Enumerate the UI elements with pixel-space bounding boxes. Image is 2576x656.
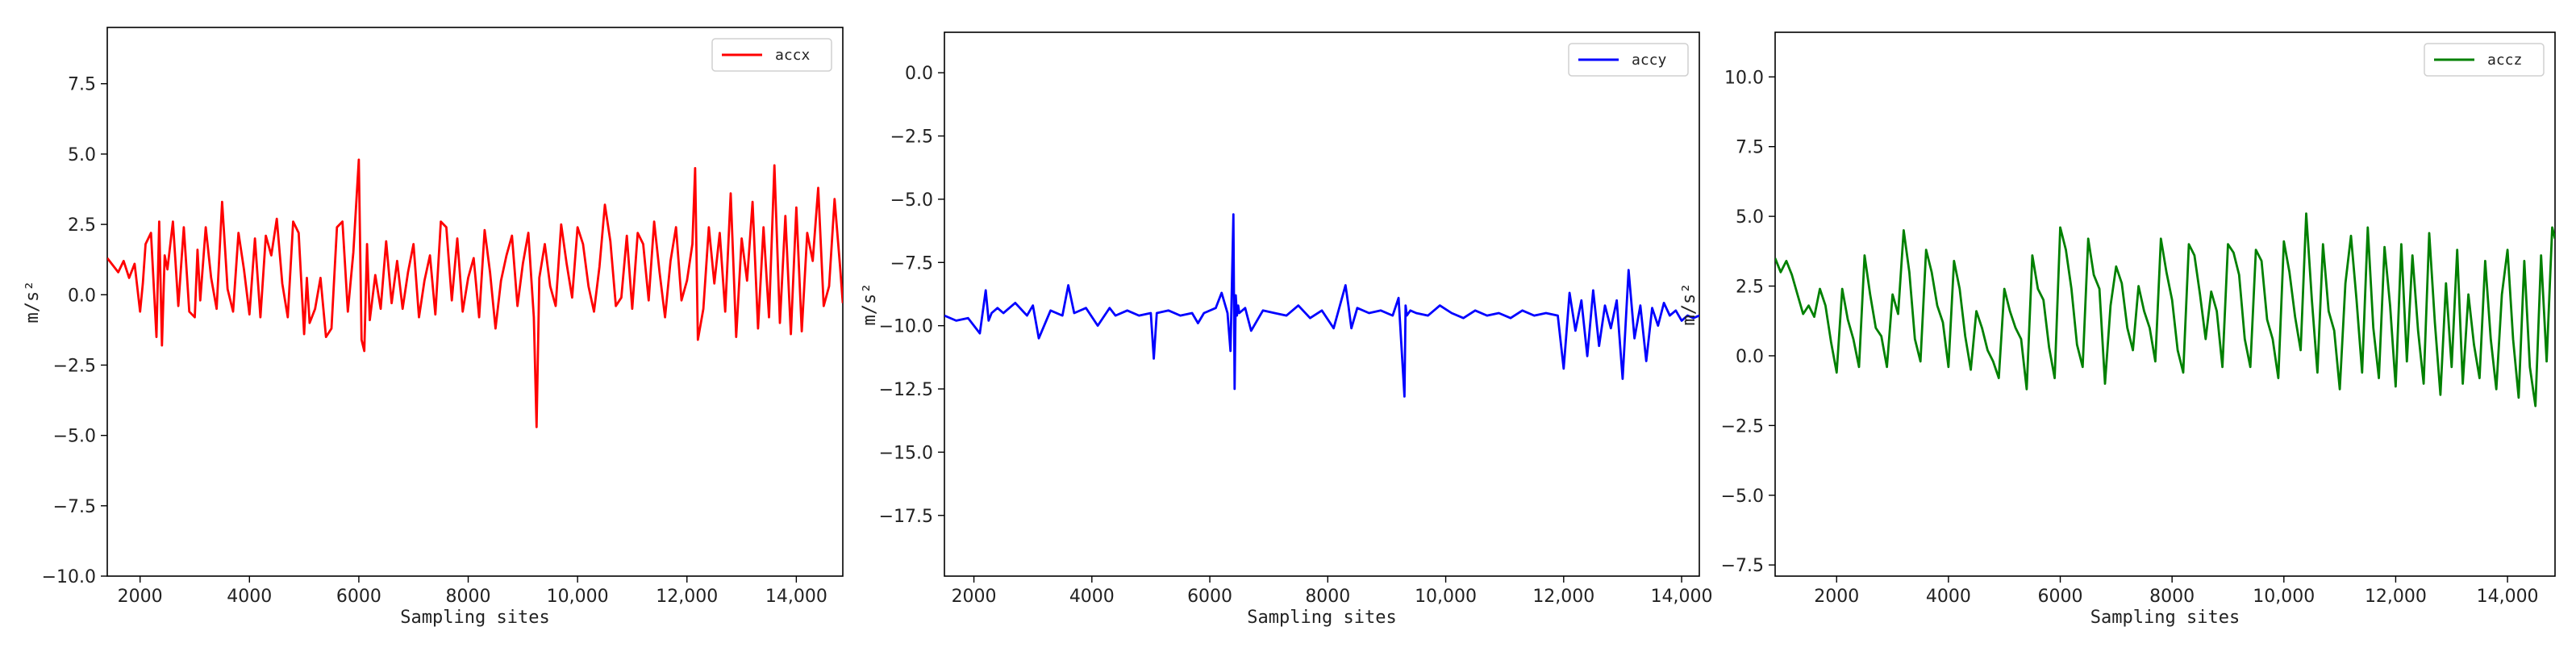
series-line-accy: [944, 213, 1699, 398]
y-tick-label: −12.5: [879, 380, 933, 400]
y-tick-label: −2.5: [53, 356, 96, 376]
y-axis-label: m/s²: [1679, 283, 1699, 326]
legend-box: [2424, 43, 2545, 77]
x-tick-label: 10,000: [2253, 587, 2315, 607]
x-tick-label: 12,000: [1532, 587, 1594, 607]
y-tick-label: −10.0: [879, 317, 933, 337]
y-tick-label: 2.5: [68, 215, 96, 236]
x-tick-label: 10,000: [1415, 587, 1477, 607]
y-tick-label: −5.0: [890, 190, 933, 211]
x-tick-label: 8000: [1305, 587, 1350, 607]
y-tick-label: −10.0: [42, 567, 96, 587]
y-tick-label: 10.0: [1724, 68, 1764, 88]
accz-legend: accz: [2424, 43, 2545, 77]
x-tick-label: 14,000: [2477, 587, 2539, 607]
y-tick-label: 7.5: [1736, 138, 1764, 158]
y-tick-label: −7.5: [53, 497, 96, 517]
y-tick-label: 5.0: [68, 145, 96, 165]
y-tick-label: −5.0: [1721, 487, 1764, 507]
y-tick-label: −2.5: [890, 127, 933, 148]
x-tick-label: 4000: [1926, 587, 1971, 607]
series-line-accx: [107, 158, 843, 428]
y-tick-label: −7.5: [1721, 556, 1764, 576]
chart-panel-2: 2000 4000 6000 8000 10,000 12,000 14,000 0.0 −2.…: [860, 31, 1713, 628]
legend-label: accz: [2487, 52, 2522, 69]
legend-box: [1568, 43, 1689, 77]
x-tick-label: 8000: [2149, 587, 2195, 607]
plot-frame: [944, 31, 1700, 577]
x-tick-label: 12,000: [656, 587, 718, 607]
x-axis-label: Sampling sites: [1247, 608, 1396, 628]
x-tick-label: 6000: [336, 587, 381, 607]
y-tick-label: −17.5: [879, 507, 933, 527]
x-tick-label: 8000: [446, 587, 491, 607]
y-tick-label: 0.0: [905, 64, 933, 84]
x-tick-label: 2000: [952, 587, 997, 607]
y-tick-label: 5.0: [1736, 207, 1764, 228]
plot-frame: [1774, 31, 2556, 577]
x-tick-label: 4000: [1069, 587, 1115, 607]
x-tick-label: 10,000: [547, 587, 609, 607]
y-tick-label: 7.5: [68, 75, 96, 95]
y-axis-label: m/s²: [23, 281, 43, 324]
y-tick-label: −5.0: [53, 427, 96, 447]
y-tick-label: −2.5: [1721, 416, 1764, 437]
x-tick-label: 4000: [227, 587, 272, 607]
y-tick-label: 0.0: [1736, 347, 1764, 367]
x-tick-label: 6000: [2038, 587, 2083, 607]
y-tick-label: 2.5: [1736, 278, 1764, 298]
x-axis-label: Sampling sites: [2090, 608, 2240, 628]
y-tick-label: −15.0: [879, 443, 933, 463]
accx-legend: accx: [711, 38, 832, 72]
chart-panel-1: 2000 4000 6000 8000 10,000 12,000 14,000 7.5 5.0…: [23, 27, 844, 628]
legend-box: [711, 38, 832, 72]
y-axis-label: m/s²: [860, 283, 880, 326]
chart-panel-3: 2000 4000 6000 8000 10,000 12,000 14,000 10.0 7.…: [1679, 31, 2556, 628]
x-tick-label: 2000: [1814, 587, 1859, 607]
y-tick-label: −7.5: [890, 253, 933, 274]
x-tick-label: 14,000: [1651, 587, 1713, 607]
y-tick-label: 0.0: [68, 286, 96, 306]
accy-legend: accy: [1568, 43, 1689, 77]
x-axis-label: Sampling sites: [400, 608, 549, 628]
x-tick-label: 2000: [118, 587, 163, 607]
x-tick-label: 6000: [1187, 587, 1232, 607]
x-tick-label: 14,000: [765, 587, 827, 607]
series-line-accz: [1775, 212, 2555, 407]
x-tick-label: 12,000: [2365, 587, 2427, 607]
legend-label: accx: [775, 47, 811, 64]
legend-label: accy: [1632, 52, 1667, 69]
